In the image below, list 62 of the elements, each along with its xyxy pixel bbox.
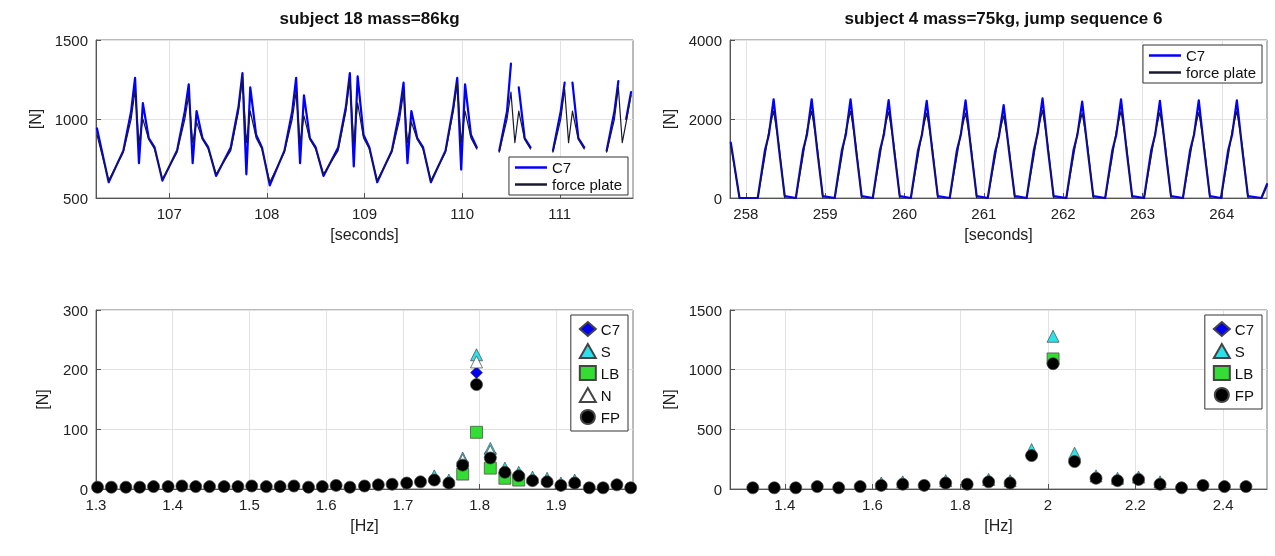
y-tick-label: 300 bbox=[62, 301, 88, 319]
x-tick-label: 107 bbox=[156, 205, 182, 222]
x-axis-title: [seconds] bbox=[330, 225, 399, 243]
y-tick-label: 2000 bbox=[688, 110, 722, 128]
legend-label: FP bbox=[600, 408, 620, 426]
x-tick-label: 1.5 bbox=[239, 496, 260, 513]
x-tick-label: 1.4 bbox=[162, 496, 184, 513]
x-tick-label: 1.8 bbox=[469, 496, 490, 513]
x-tick-label: 1.6 bbox=[862, 496, 883, 513]
x-tick-label: 261 bbox=[971, 205, 997, 222]
x-tick-label: 1.8 bbox=[949, 496, 971, 513]
legend-label: LB bbox=[1234, 364, 1254, 382]
y-tick-label: 0 bbox=[713, 480, 722, 498]
y-tick-label: 500 bbox=[62, 189, 88, 207]
y-tick-label: 1000 bbox=[54, 110, 88, 128]
y-tick-label: 100 bbox=[62, 420, 88, 438]
x-tick-label: 259 bbox=[812, 205, 838, 222]
x-tick-label: 109 bbox=[351, 205, 378, 222]
y-tick-label: 1500 bbox=[688, 301, 722, 319]
x-tick-label: 108 bbox=[254, 205, 280, 222]
x-tick-label: 2.2 bbox=[1125, 496, 1146, 513]
y-tick-label: 1500 bbox=[54, 31, 88, 49]
x-tick-label: 111 bbox=[548, 205, 572, 222]
legend-label: force plate bbox=[551, 176, 623, 193]
x-tick-label: 260 bbox=[891, 205, 918, 222]
x-tick-label: 1.4 bbox=[774, 496, 796, 513]
x-tick-label: 1.7 bbox=[392, 496, 414, 513]
x-tick-label: 262 bbox=[1050, 205, 1076, 222]
x-axis-title: [Hz] bbox=[984, 516, 1013, 534]
legend-label: C7 bbox=[1185, 47, 1206, 64]
y-tick-label: 200 bbox=[62, 361, 88, 379]
legend-label: LB bbox=[600, 364, 620, 382]
x-tick-label: 258 bbox=[733, 205, 759, 222]
y-axis-title: [N] bbox=[33, 389, 51, 410]
x-tick-label: 264 bbox=[1209, 205, 1235, 222]
legend-label: C7 bbox=[600, 320, 621, 338]
y-tick-label: 500 bbox=[696, 420, 722, 438]
legend-label: N bbox=[600, 386, 612, 404]
x-tick-label: 1.6 bbox=[315, 496, 337, 513]
x-tick-label: 263 bbox=[1129, 205, 1155, 222]
y-tick-label: 0 bbox=[79, 480, 88, 498]
x-tick-label: 110 bbox=[450, 205, 475, 222]
y-tick-label: 1000 bbox=[688, 361, 722, 379]
x-tick-label: 2.4 bbox=[1212, 496, 1234, 513]
legend-label: force plate bbox=[1185, 64, 1257, 81]
legend-label: FP bbox=[1234, 386, 1254, 404]
x-tick-label: 1.9 bbox=[545, 496, 567, 513]
x-axis-title: [Hz] bbox=[350, 516, 379, 534]
y-tick-label: 0 bbox=[713, 189, 722, 207]
y-axis-title: [N] bbox=[27, 108, 45, 130]
chart-title: subject 18 mass=86kg bbox=[279, 9, 460, 28]
legend-label: S bbox=[1234, 342, 1245, 360]
y-tick-label: 4000 bbox=[688, 31, 722, 49]
x-tick-label: 1.3 bbox=[85, 496, 107, 513]
legend-label: C7 bbox=[1234, 320, 1255, 338]
x-tick-label: 2 bbox=[1043, 496, 1052, 513]
x-axis-title: [seconds] bbox=[964, 225, 1033, 243]
legend-label: C7 bbox=[551, 159, 572, 176]
y-axis-title: [N] bbox=[661, 389, 679, 410]
legend-label: S bbox=[600, 342, 611, 360]
y-axis-title: [N] bbox=[661, 108, 679, 130]
chart-title: subject 4 mass=75kg, jump sequence 6 bbox=[844, 9, 1163, 28]
